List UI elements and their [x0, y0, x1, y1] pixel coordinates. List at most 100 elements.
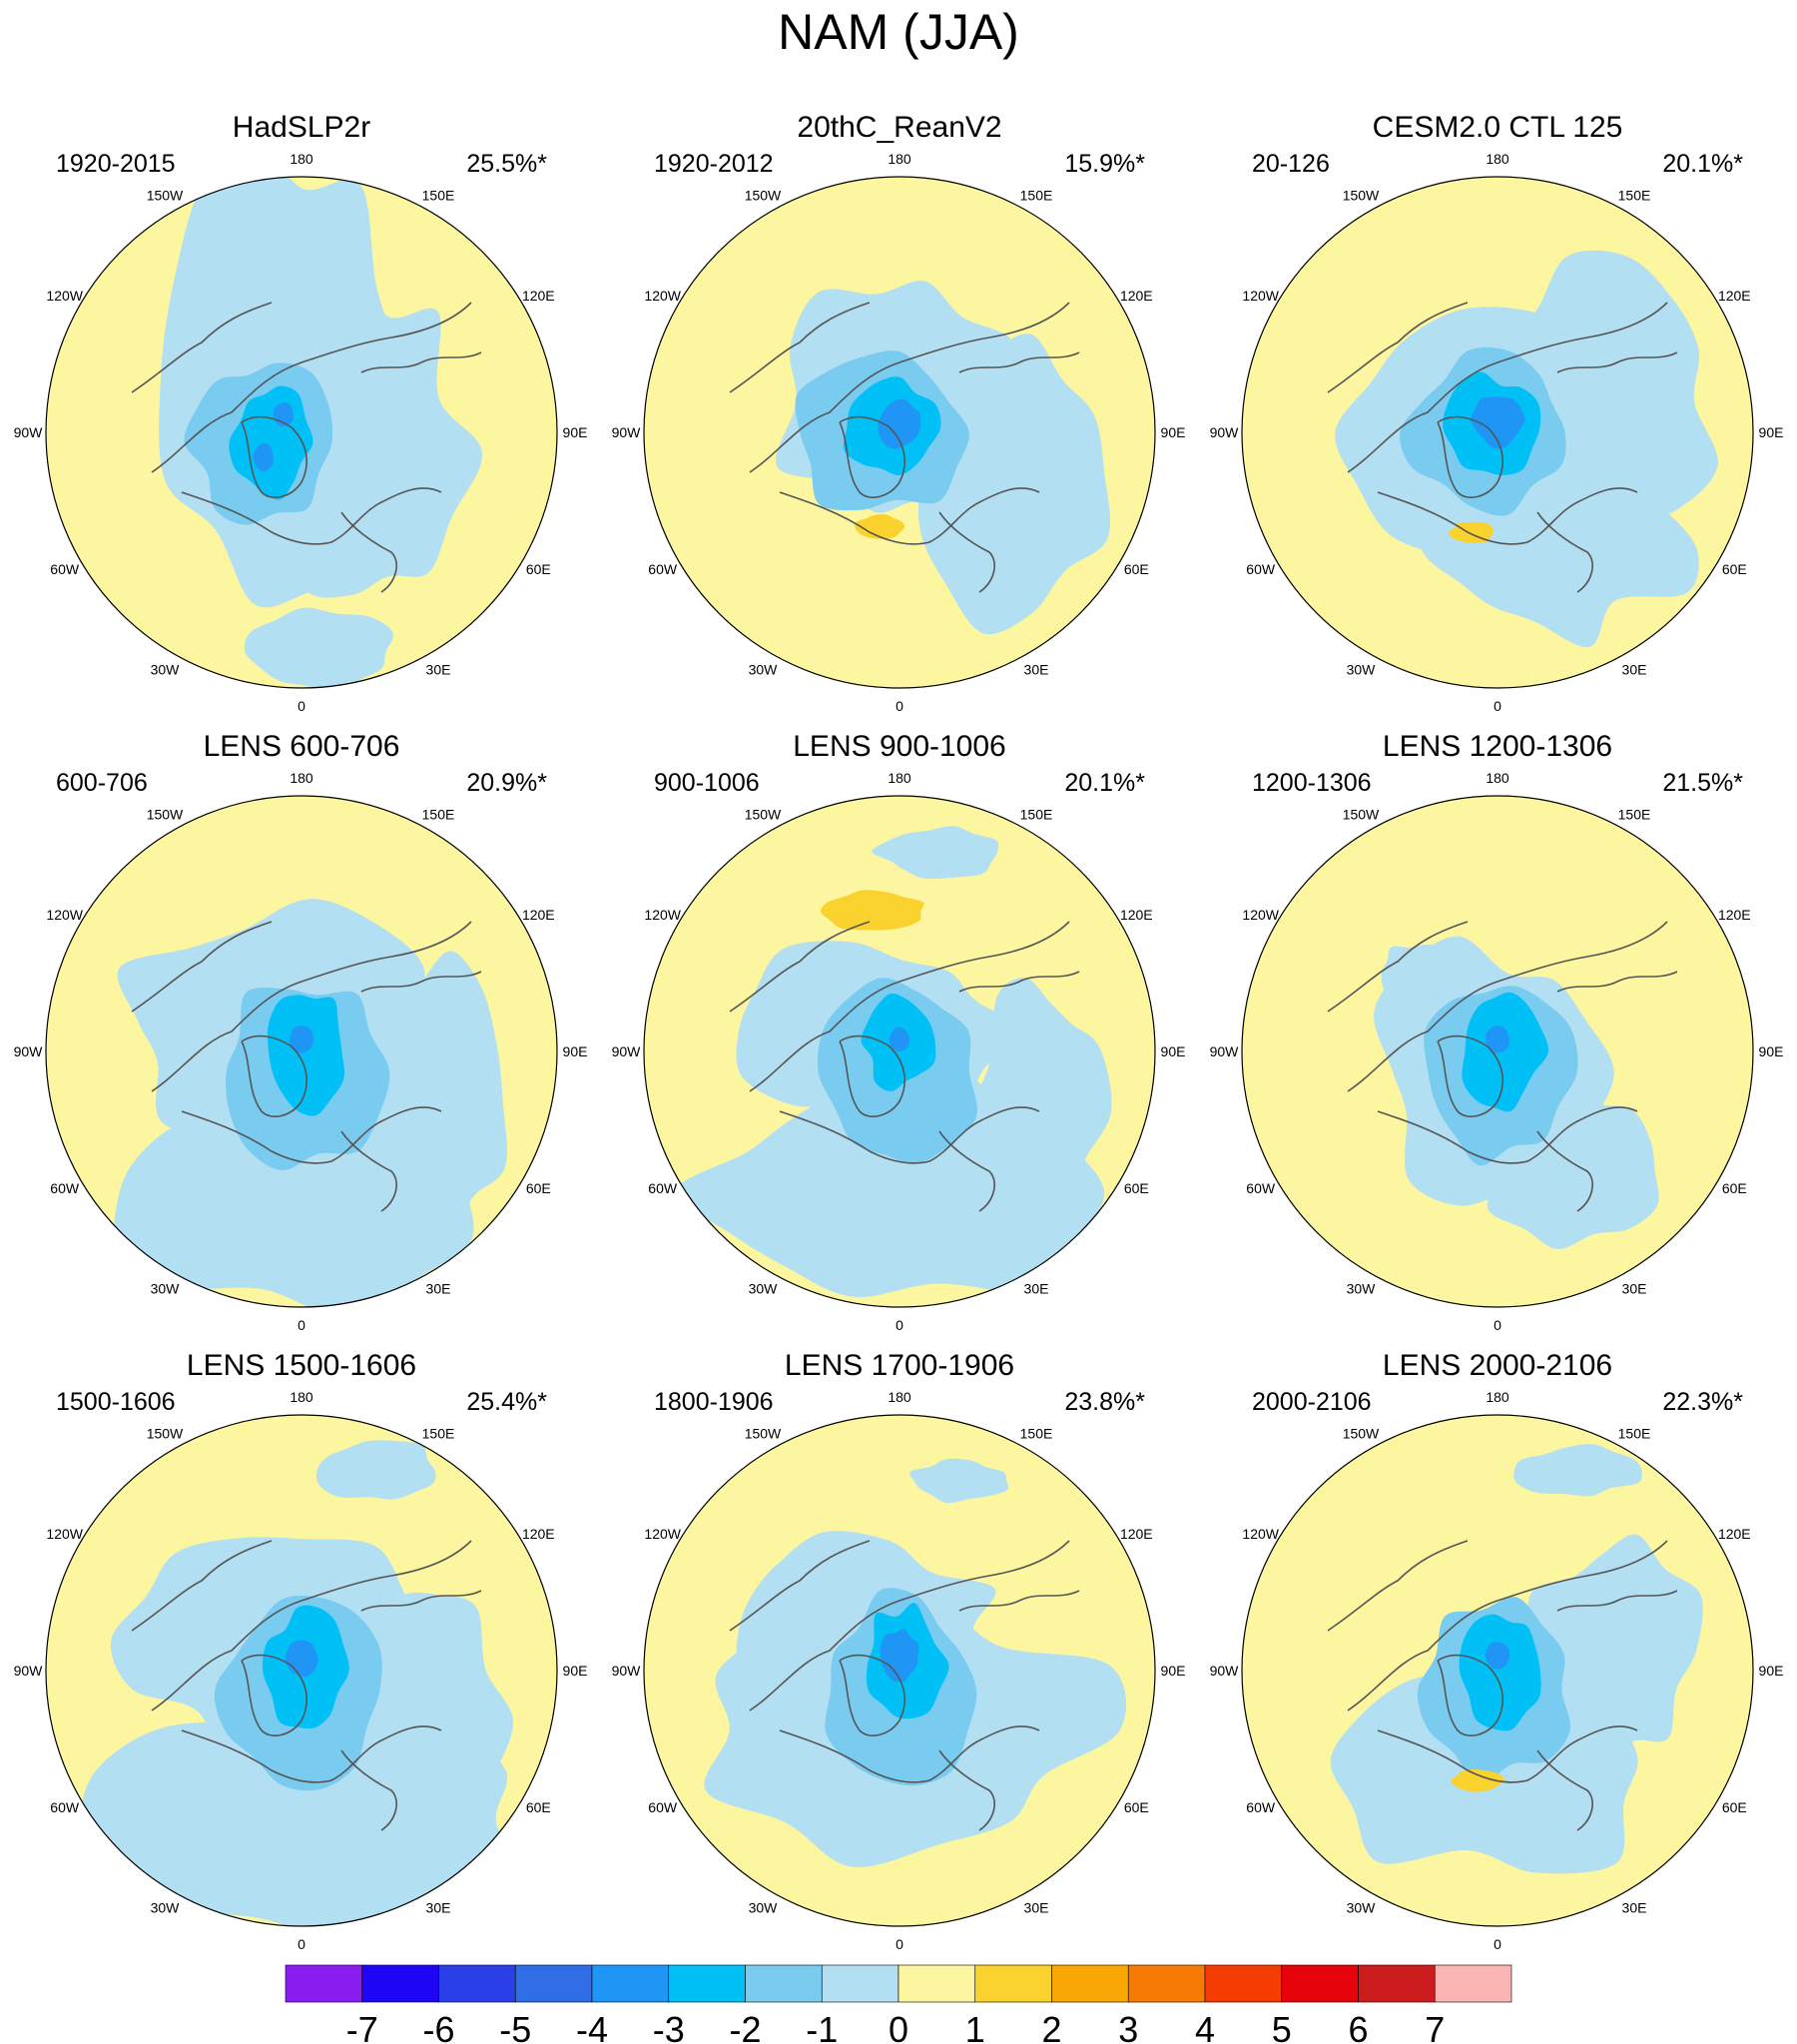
contour-region: [872, 826, 999, 880]
lon-label: 90E: [563, 424, 588, 440]
lon-label: 120E: [522, 288, 555, 304]
lon-label: 90E: [1161, 1043, 1186, 1059]
map-border: [1241, 795, 1754, 1308]
map-border: [45, 176, 558, 689]
coastline: [839, 415, 905, 498]
coastline: [729, 1540, 871, 1632]
lon-label: 30E: [1622, 661, 1647, 677]
contour-region: [253, 442, 274, 472]
lon-label: 0: [1494, 1936, 1501, 1952]
coastline: [749, 302, 1070, 473]
lon-label: 30W: [1347, 661, 1377, 677]
colorbar-tick: -7: [346, 2009, 378, 2044]
coastline: [749, 1540, 1070, 1711]
lon-label: 90E: [1161, 1663, 1186, 1679]
lon-label: 150W: [1343, 1426, 1380, 1442]
lon-label: 90W: [14, 424, 44, 440]
map-border: [45, 1414, 558, 1927]
contour-region: [290, 1025, 313, 1053]
lon-label: 120W: [1242, 288, 1279, 304]
colorbar-swatch: [1127, 1964, 1206, 2003]
lon-label: 60E: [1124, 561, 1149, 577]
lon-label: 120E: [1120, 907, 1153, 923]
lon-label: 60E: [526, 561, 551, 577]
coastlines: [131, 921, 482, 1212]
panel-title: LENS 2000-2106: [1383, 1349, 1612, 1382]
lon-label: 60E: [1722, 1180, 1747, 1196]
lon-label: 90E: [1759, 424, 1784, 440]
coastline: [131, 1540, 273, 1632]
coastline: [131, 921, 273, 1013]
colorbar-swatch: [1281, 1964, 1359, 2003]
panel-period: 1920-2015: [56, 150, 176, 178]
colorbar-swatch: [821, 1964, 899, 2003]
contour-region: [244, 607, 394, 688]
map-border: [1241, 1414, 1754, 1927]
lon-label: 180: [888, 770, 911, 786]
lon-label: 0: [298, 1317, 305, 1333]
colorbar-tick: -5: [499, 2009, 531, 2044]
lon-label: 30W: [1347, 1899, 1377, 1915]
lon-label: 150E: [1618, 807, 1651, 823]
colorbar-swatch: [438, 1964, 516, 2003]
lon-label: 120E: [1120, 1526, 1153, 1542]
coastline: [839, 1654, 905, 1736]
coastline: [938, 1130, 995, 1212]
coastlines: [729, 1540, 1080, 1831]
contour-field: [46, 796, 557, 1307]
contour-region: [1486, 1025, 1509, 1054]
colorbar-swatch: [514, 1964, 593, 2003]
colorbar-tick: 2: [1041, 2009, 1061, 2044]
lon-label: 60W: [648, 1799, 678, 1815]
lon-label: 150E: [1020, 188, 1053, 204]
coastline: [938, 511, 995, 593]
lon-label: 90W: [1210, 1663, 1240, 1679]
coastline: [181, 1725, 442, 1783]
coastlines: [729, 302, 1080, 593]
lon-label: 30W: [151, 661, 181, 677]
lon-label: 150W: [147, 1426, 184, 1442]
panel-title: LENS 1500-1606: [187, 1349, 416, 1382]
colorbar-swatch: [898, 1964, 976, 2003]
colorbar-swatch: [1358, 1964, 1436, 2003]
contour-field: [46, 177, 557, 688]
lon-label: 120E: [1718, 1526, 1751, 1542]
contour-region: [1451, 1768, 1504, 1792]
coastline: [839, 1034, 905, 1117]
lon-label: 180: [290, 770, 313, 786]
contour-region: [1485, 1642, 1510, 1670]
coastline: [340, 1749, 397, 1831]
colorbar-swatch: [361, 1964, 439, 2003]
contour-region: [315, 1440, 436, 1500]
lon-label: 0: [298, 1936, 305, 1952]
lon-label: 150E: [1020, 1426, 1053, 1442]
lon-label: 180: [290, 151, 313, 167]
colorbar-swatch: [974, 1964, 1052, 2003]
panel-title: LENS 1700-1906: [785, 1349, 1014, 1382]
coastline: [1377, 1106, 1638, 1164]
lon-label: 0: [896, 1317, 903, 1333]
lon-label: 120E: [522, 907, 555, 923]
lon-label: 120W: [644, 907, 681, 923]
lon-label: 90E: [1759, 1663, 1784, 1679]
lon-label: 60W: [1246, 561, 1276, 577]
lon-label: 30E: [1024, 661, 1049, 677]
coastlines: [1327, 1540, 1678, 1831]
lon-label: 120W: [46, 907, 83, 923]
colorbar-swatch: [591, 1964, 670, 2003]
lon-label: 60E: [1124, 1799, 1149, 1815]
coastline: [779, 1106, 1040, 1164]
panel-variance: 21.5%*: [1662, 769, 1743, 797]
lon-label: 90W: [1210, 1043, 1240, 1059]
colorbar-swatch: [745, 1964, 823, 2003]
coastline: [181, 1106, 442, 1164]
coastline: [241, 1034, 307, 1117]
panel-title: LENS 600-706: [204, 730, 400, 763]
lon-label: 150W: [745, 1426, 782, 1442]
panel-variance: 15.9%*: [1064, 150, 1145, 178]
panel-variance: 23.8%*: [1064, 1388, 1145, 1416]
coastlines: [131, 1540, 482, 1831]
